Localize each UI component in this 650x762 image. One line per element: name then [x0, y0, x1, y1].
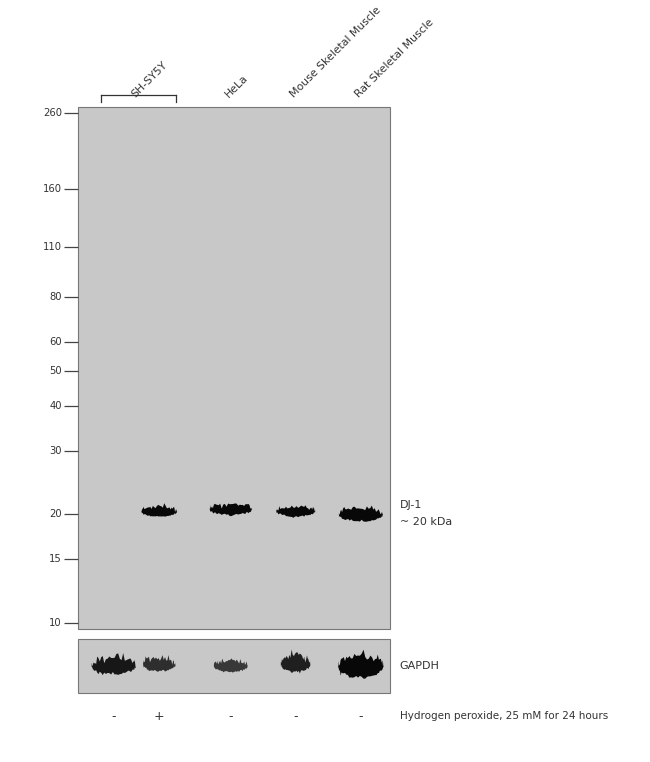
Text: 50: 50 [49, 366, 62, 376]
Text: HeLa: HeLa [224, 72, 250, 99]
Polygon shape [338, 650, 384, 679]
Text: 260: 260 [43, 107, 62, 118]
Text: DJ-1: DJ-1 [400, 500, 422, 510]
Text: -: - [229, 709, 233, 723]
Polygon shape [281, 649, 311, 674]
Text: 110: 110 [43, 242, 62, 252]
Polygon shape [209, 504, 252, 516]
Text: 40: 40 [49, 401, 62, 411]
Text: ~ 20 kDa: ~ 20 kDa [400, 517, 452, 527]
Polygon shape [143, 655, 176, 671]
Text: Hydrogen peroxide, 25 mM for 24 hours: Hydrogen peroxide, 25 mM for 24 hours [400, 711, 608, 722]
Text: Rat Skeletal Muscle: Rat Skeletal Muscle [354, 17, 436, 99]
Text: 10: 10 [49, 617, 62, 628]
Text: GAPDH: GAPDH [400, 661, 439, 671]
Text: Mouse Skeletal Muscle: Mouse Skeletal Muscle [289, 5, 383, 99]
FancyBboxPatch shape [78, 107, 390, 629]
Text: -: - [359, 709, 363, 723]
Text: 60: 60 [49, 338, 62, 347]
Polygon shape [339, 506, 383, 522]
Polygon shape [142, 503, 177, 517]
Text: 20: 20 [49, 509, 62, 519]
Text: 160: 160 [43, 184, 62, 194]
Polygon shape [92, 653, 136, 675]
Text: 80: 80 [49, 292, 62, 303]
Text: +: + [154, 709, 164, 723]
Text: -: - [294, 709, 298, 723]
Text: 30: 30 [49, 446, 62, 456]
FancyBboxPatch shape [78, 639, 390, 693]
Text: SH-SY5Y: SH-SY5Y [129, 59, 169, 99]
Text: -: - [112, 709, 116, 723]
Polygon shape [276, 505, 315, 518]
Polygon shape [214, 658, 248, 673]
Text: 15: 15 [49, 554, 62, 564]
